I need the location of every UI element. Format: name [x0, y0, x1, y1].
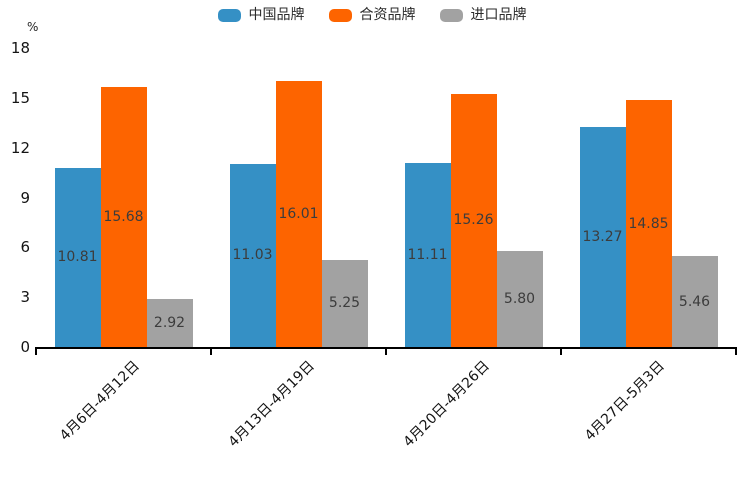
y-tick-label: 9 — [20, 188, 30, 207]
x-axis-tick — [735, 347, 737, 355]
bar-value-label: 5.80 — [503, 290, 536, 307]
x-category-label: 4月20日-4月26日 — [400, 358, 493, 451]
bar-series-0-category-3: 13.27 — [579, 126, 626, 347]
bar-series-1-category-3: 14.85 — [625, 100, 672, 347]
y-tick-label: 12 — [10, 138, 30, 157]
x-category-label: 4月13日-4月19日 — [225, 358, 318, 451]
legend-label: 中国品牌 — [248, 7, 305, 23]
bar-value-label: 16.01 — [278, 206, 319, 223]
bar-series-1-category-1: 16.01 — [275, 81, 322, 347]
bar-series-0-category-0: 10.81 — [54, 167, 101, 347]
bar-value-label: 15.68 — [103, 208, 144, 225]
bar-value-label: 15.26 — [453, 212, 494, 229]
x-axis-tick — [385, 347, 387, 355]
bar-series-2-category-2: 5.80 — [496, 250, 543, 347]
y-tick-label: 6 — [20, 238, 30, 257]
y-tick-label: 15 — [10, 89, 30, 107]
bar-value-label: 2.92 — [153, 314, 186, 331]
bar-value-label: 10.81 — [57, 249, 98, 266]
bar-series-2-category-3: 5.46 — [671, 256, 718, 347]
bar-value-label: 11.03 — [232, 247, 273, 264]
legend-swatch-icon — [217, 9, 241, 22]
legend-label: 进口品牌 — [470, 7, 527, 23]
y-axis-unit-label: % — [27, 20, 39, 34]
y-tick-label: 18 — [10, 39, 30, 58]
x-axis-tick — [560, 347, 562, 355]
bar-series-2-category-1: 5.25 — [321, 259, 368, 347]
bar-value-label: 11.11 — [407, 246, 448, 263]
x-axis-tick — [210, 347, 212, 355]
legend-item-series-1: 合资品牌 — [328, 7, 416, 23]
bar-value-label: 5.25 — [328, 295, 361, 312]
bar-series-1-category-0: 15.68 — [100, 86, 147, 347]
y-tick-label: 0 — [20, 338, 30, 356]
legend-swatch-icon — [328, 9, 352, 22]
bar-series-2-category-0: 2.92 — [146, 298, 193, 347]
bar-value-label: 13.27 — [582, 228, 623, 245]
bar-series-0-category-1: 11.03 — [229, 163, 276, 347]
x-category-label: 4月27日-5月3日 — [581, 358, 668, 444]
bar-series-1-category-2: 15.26 — [450, 93, 497, 347]
bar-value-label: 14.85 — [628, 215, 669, 232]
legend-item-series-2: 进口品牌 — [439, 7, 527, 23]
x-category-label: 4月6日-4月12日 — [56, 358, 143, 444]
bar-series-0-category-2: 11.11 — [404, 162, 451, 347]
legend-swatch-icon — [439, 9, 463, 22]
x-axis-tick — [35, 347, 37, 355]
legend-item-series-0: 中国品牌 — [217, 7, 305, 23]
chart-legend: 中国品牌 合资品牌 进口品牌 — [0, 8, 744, 23]
bar-value-label: 5.46 — [678, 293, 711, 310]
legend-label: 合资品牌 — [359, 7, 416, 23]
y-tick-label: 3 — [20, 288, 30, 307]
